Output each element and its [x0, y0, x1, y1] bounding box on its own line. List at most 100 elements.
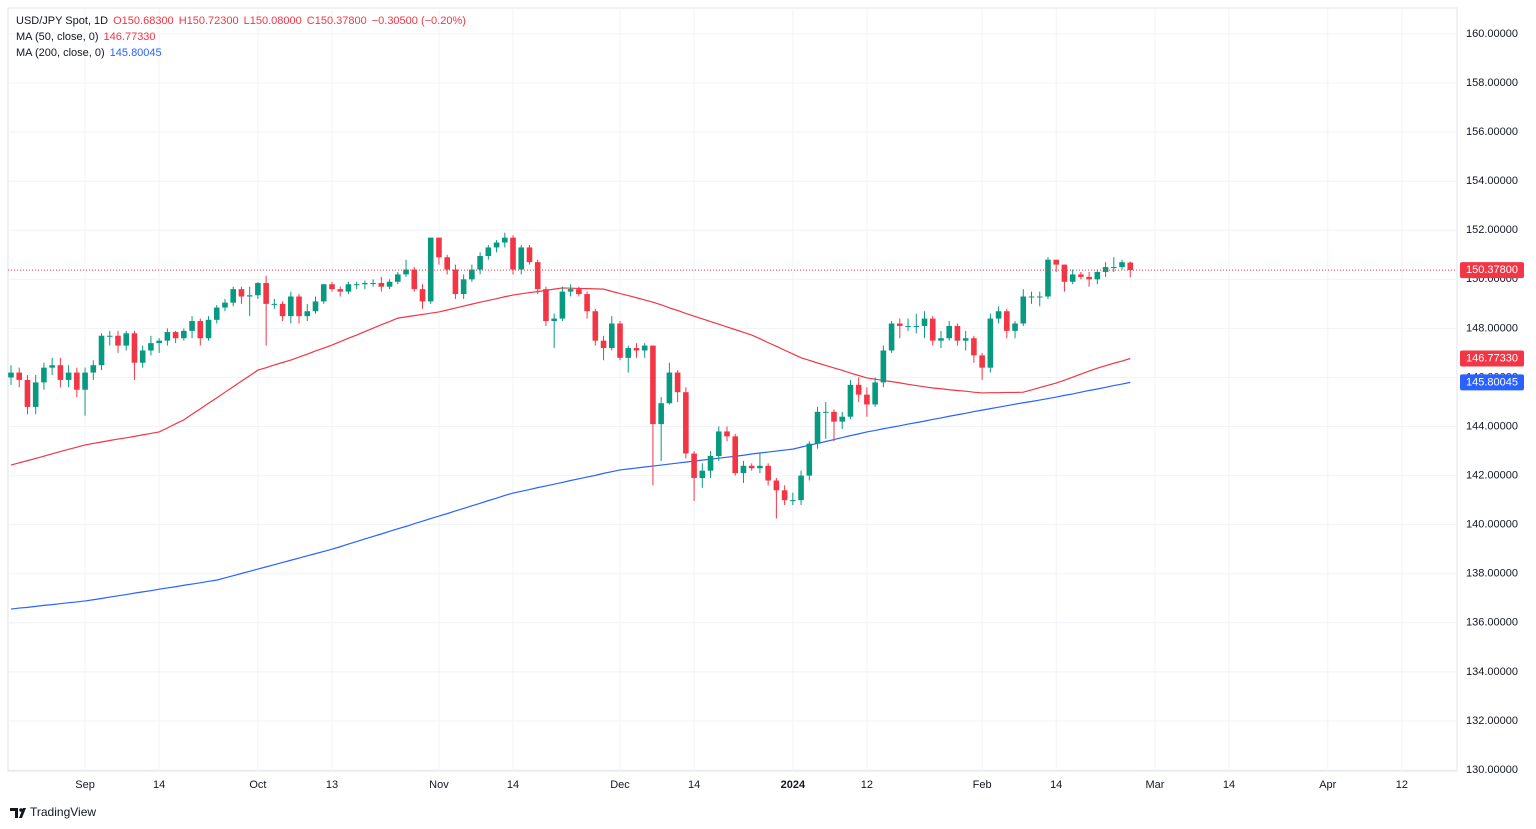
candle-body — [979, 355, 985, 368]
candle-body — [304, 311, 311, 317]
candle-body — [921, 318, 928, 326]
candle-body — [255, 283, 261, 296]
x-tick-label: Sep — [75, 779, 95, 791]
candle-body — [510, 237, 516, 270]
candle-body — [699, 470, 706, 479]
candle-body — [312, 301, 319, 312]
candle-body — [1069, 274, 1076, 282]
y-tick-label: 138.00000 — [1466, 568, 1518, 580]
candle-body — [230, 289, 237, 303]
candle-body — [1102, 267, 1109, 272]
candle-body — [1086, 276, 1092, 280]
y-tick-label: 136.00000 — [1466, 617, 1518, 629]
price-tag-label: 145.80045 — [1466, 376, 1518, 388]
candle-body — [288, 296, 294, 317]
candle-body — [724, 431, 730, 437]
candle-body — [518, 247, 525, 270]
candle-body — [707, 455, 714, 471]
candle-body — [181, 330, 187, 339]
candle-body — [222, 302, 228, 308]
candle-body — [888, 323, 895, 351]
candle-body — [1004, 311, 1010, 331]
price-tags: 150.37800 146.77330 145.80045 — [1460, 262, 1524, 391]
candle-body — [427, 237, 434, 302]
candle-body — [715, 431, 722, 456]
candle-body — [1078, 274, 1084, 277]
legend-value: 146.77330 — [103, 31, 156, 43]
candle-body — [131, 333, 138, 363]
candle-body — [831, 411, 837, 422]
legend-main: USD/JPY Spot, 1D O150.68300 H150.72300 L150… — [16, 13, 471, 29]
candle-body — [337, 289, 343, 292]
candle-body — [57, 365, 64, 380]
legend-ma200: MA (200, close, 0) 145.80045 — [16, 45, 167, 61]
candle-body — [576, 289, 582, 295]
y-tick-label: 134.00000 — [1466, 666, 1518, 678]
candle-body — [164, 332, 171, 341]
candle-body — [864, 394, 870, 405]
candle-body — [403, 269, 409, 275]
y-axis: 130.00000 132.00000 134.00000 136.00000 138.… — [1466, 28, 1518, 776]
candle-body — [551, 318, 557, 322]
candle-body — [156, 340, 162, 344]
candle-body — [501, 237, 508, 243]
y-tick-label: 152.00000 — [1466, 224, 1518, 236]
candle-body — [345, 284, 352, 292]
candle-body — [839, 416, 846, 422]
candle-body — [419, 289, 426, 302]
x-tick-label: 12 — [861, 779, 873, 791]
candle-body — [8, 372, 14, 378]
candle-body — [452, 269, 459, 295]
candle-body — [765, 465, 771, 481]
candle-body — [238, 289, 245, 297]
candle-body — [987, 318, 994, 368]
candle-body — [962, 338, 969, 341]
candle-body — [41, 367, 47, 383]
candle-body — [82, 372, 88, 390]
candle-body — [847, 384, 854, 417]
candle-body — [139, 350, 146, 363]
y-tick-label: 148.00000 — [1466, 322, 1518, 334]
candle-body — [32, 382, 39, 407]
candle-body — [90, 365, 97, 373]
candle-body — [24, 379, 31, 407]
x-tick-label: 13 — [326, 779, 338, 791]
candle-body — [329, 284, 335, 290]
y-tick-label: 156.00000 — [1466, 126, 1518, 138]
candle-body — [584, 294, 590, 312]
x-tick-label: Apr — [1319, 779, 1336, 791]
candle-body — [773, 480, 780, 491]
candle-body — [279, 303, 286, 317]
x-tick-label: Dec — [610, 779, 630, 791]
x-axis: Sep 14 Oct 13 Nov 14 Dec 14 2024 12 Feb 14 Mar 14 Apr 1… — [75, 779, 1408, 791]
candle-body — [1111, 267, 1117, 269]
candle-body — [123, 333, 130, 346]
candle-body — [148, 343, 154, 351]
candle-body — [1012, 323, 1018, 331]
change: −0.30500 (−0.20%) — [371, 15, 466, 27]
candle-body — [1045, 259, 1051, 297]
x-tick-label: 14 — [507, 779, 519, 791]
candle-body — [683, 392, 689, 454]
candle-body — [740, 465, 747, 474]
candle-body — [1061, 264, 1068, 282]
candle-body — [263, 283, 269, 304]
symbol-title: USD/JPY Spot, 1D — [16, 15, 109, 27]
candle-body — [954, 325, 961, 341]
ohlc-close: C150.37800 — [306, 15, 367, 27]
candle-body — [386, 281, 393, 287]
candle-body — [271, 303, 278, 305]
candle-body — [16, 372, 23, 380]
candle-body — [477, 256, 483, 270]
x-tick-label: 14 — [1050, 779, 1062, 791]
candle-body — [1036, 296, 1043, 298]
ohlc-low: L150.08000 — [243, 15, 302, 27]
candle-body — [608, 323, 615, 349]
candle-body — [798, 475, 804, 501]
candle-body — [559, 291, 566, 319]
candle-body — [411, 269, 418, 290]
legend-ma50: MA (50, close, 0) 146.77330 — [16, 29, 161, 45]
ohlc-open: O150.68300 — [113, 15, 174, 27]
candle-body — [353, 284, 360, 286]
